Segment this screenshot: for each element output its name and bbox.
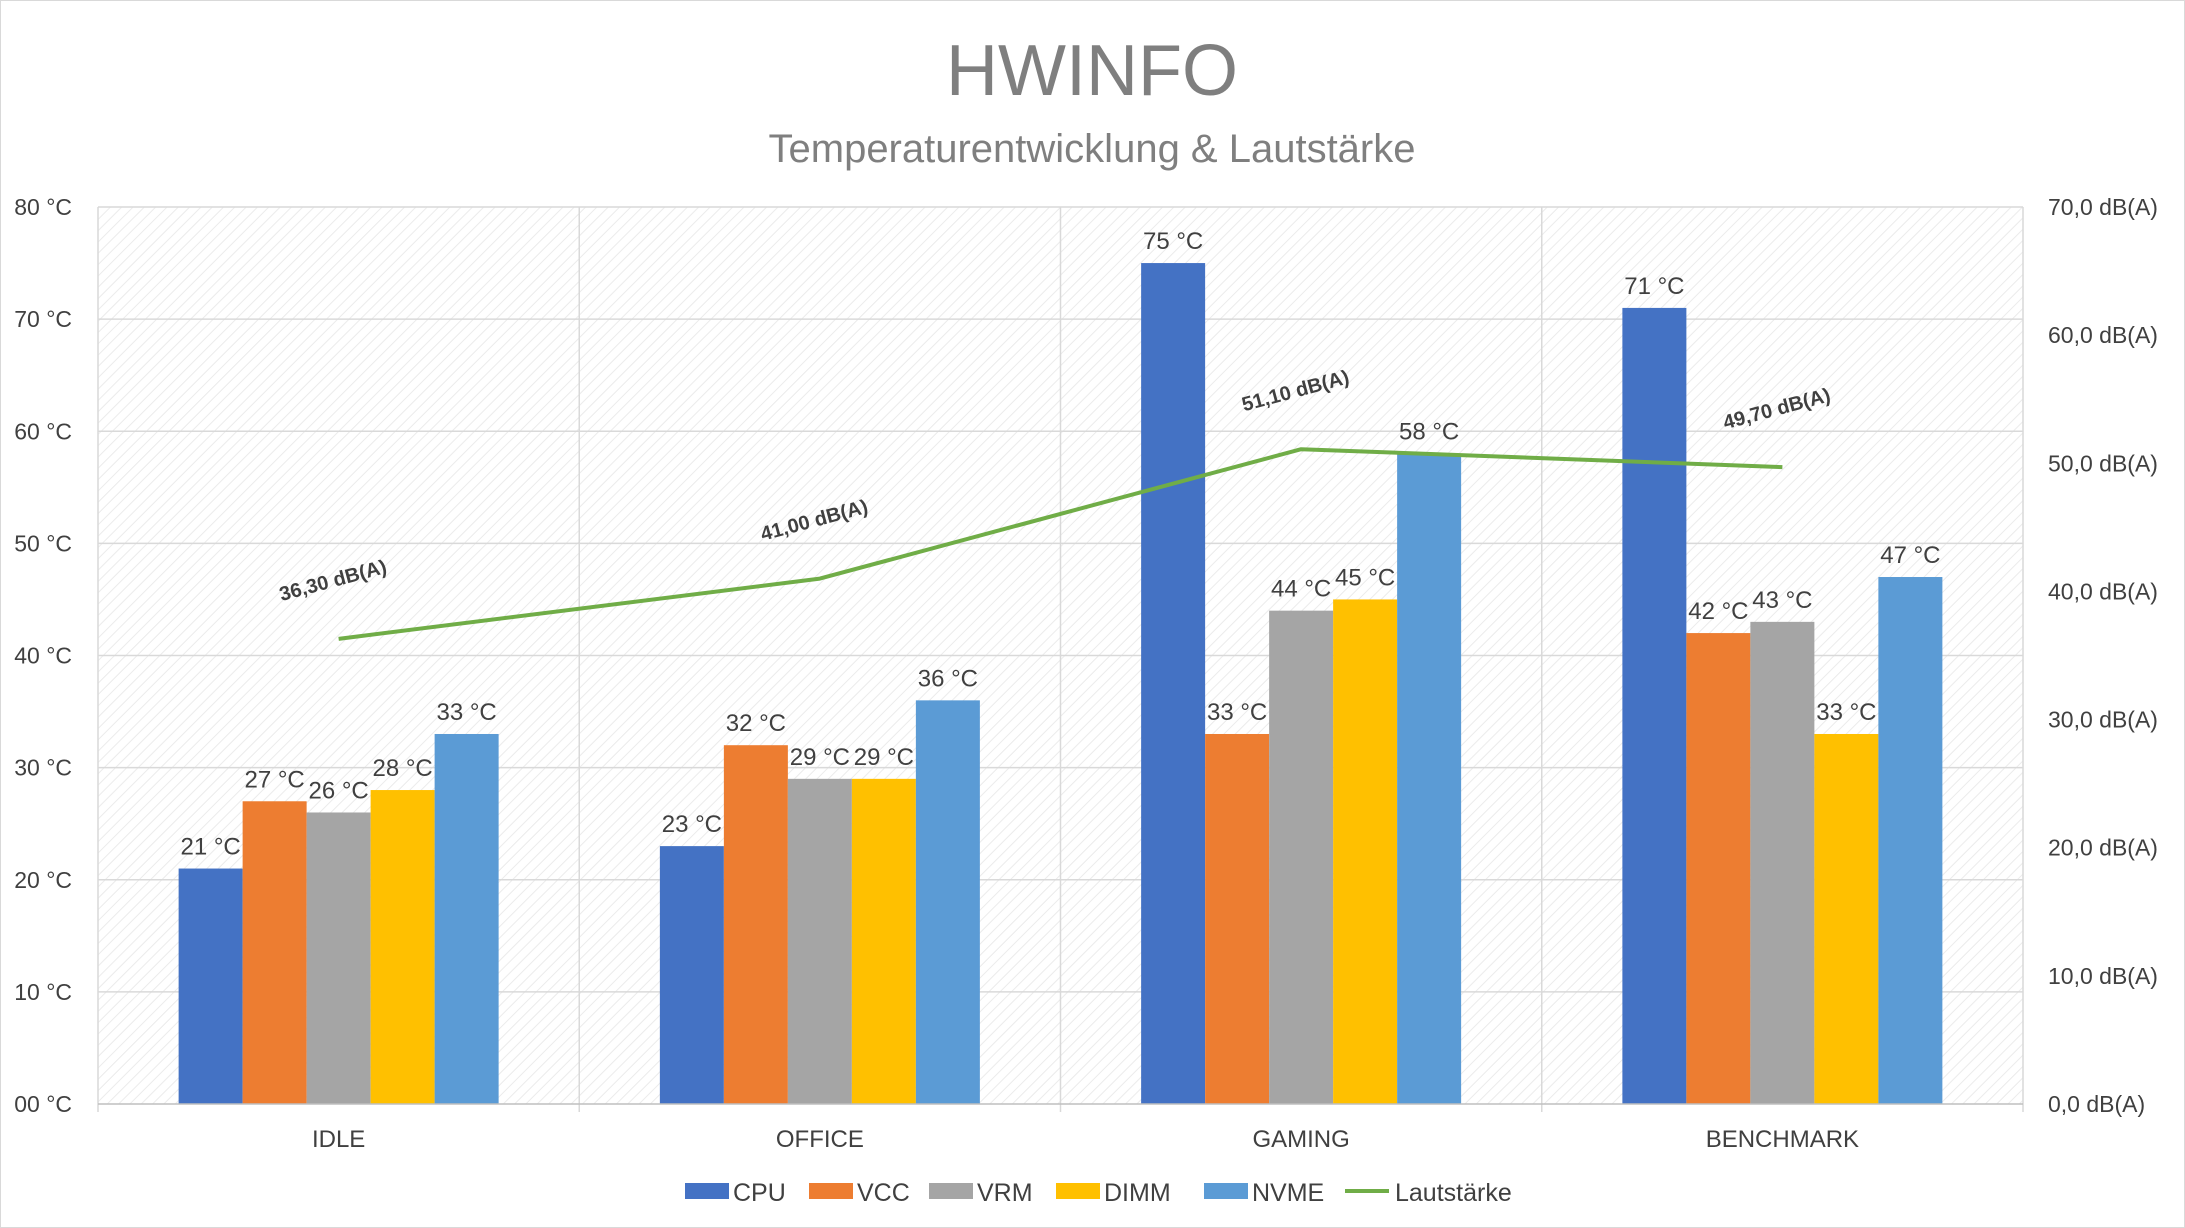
y-secondary-tick-label: 40,0 dB(A) bbox=[2048, 578, 2158, 604]
data-label-vrm: 43 °C bbox=[1752, 587, 1812, 614]
bar-vrm-benchmark bbox=[1750, 621, 1815, 1104]
bar-vrm-office bbox=[787, 778, 852, 1104]
y-secondary-tick-label: 70,0 dB(A) bbox=[2048, 194, 2158, 220]
y-secondary-tick-label: 0,0 dB(A) bbox=[2048, 1091, 2145, 1117]
bar-dimm-gaming bbox=[1333, 599, 1398, 1104]
bar-cpu-gaming bbox=[1141, 263, 1206, 1104]
legend-label: NVME bbox=[1252, 1179, 1324, 1207]
legend-label: CPU bbox=[733, 1179, 786, 1207]
line-lautstaerke bbox=[338, 447, 1783, 641]
bar-cpu-office bbox=[659, 846, 724, 1104]
legend-swatch-nvme bbox=[1204, 1183, 1248, 1199]
bar-dimm-benchmark bbox=[1814, 733, 1879, 1104]
y-primary-tick-label: 00 °C bbox=[14, 1091, 72, 1117]
data-label-nvme: 47 °C bbox=[1880, 542, 1940, 569]
bar-cpu-idle bbox=[178, 868, 243, 1104]
bar-nvme-office bbox=[915, 700, 980, 1104]
legend-swatch-cpu bbox=[685, 1183, 729, 1199]
data-label-cpu: 23 °C bbox=[662, 811, 722, 838]
data-label-dimm: 28 °C bbox=[372, 755, 432, 782]
data-label-vcc: 33 °C bbox=[1207, 699, 1267, 726]
y-primary-tick-label: 20 °C bbox=[14, 867, 72, 893]
data-label-nvme: 58 °C bbox=[1399, 419, 1459, 446]
bar-nvme-gaming bbox=[1397, 453, 1462, 1104]
legend-label: VCC bbox=[857, 1179, 910, 1207]
y-secondary-tick-label: 10,0 dB(A) bbox=[2048, 963, 2158, 989]
y-primary-tick-label: 60 °C bbox=[14, 418, 72, 444]
y-primary-tick-label: 40 °C bbox=[14, 643, 72, 669]
bar-dimm-office bbox=[851, 778, 916, 1104]
y-primary-tick-label: 80 °C bbox=[14, 194, 72, 220]
bar-cpu-benchmark bbox=[1622, 307, 1687, 1105]
data-label-vcc: 32 °C bbox=[726, 710, 786, 737]
x-category-label: OFFICE bbox=[776, 1126, 864, 1153]
data-label-cpu: 71 °C bbox=[1624, 273, 1684, 300]
legend-swatch-vrm bbox=[929, 1183, 973, 1199]
chart-subtitle: Temperaturentwicklung & Lautstärke bbox=[769, 127, 1416, 171]
bar-vcc-idle bbox=[242, 801, 307, 1104]
x-category-label: IDLE bbox=[312, 1126, 365, 1153]
legend-label: VRM bbox=[977, 1179, 1033, 1207]
data-label-dimm: 33 °C bbox=[1816, 699, 1876, 726]
chart-title: HWINFO bbox=[946, 31, 1238, 111]
data-label-dimm: 45 °C bbox=[1335, 564, 1395, 591]
y-secondary-tick-label: 60,0 dB(A) bbox=[2048, 322, 2158, 348]
x-category-label: BENCHMARK bbox=[1706, 1126, 1859, 1153]
y-primary-tick-label: 50 °C bbox=[14, 530, 72, 556]
data-label-vrm: 29 °C bbox=[790, 744, 850, 771]
data-label-nvme: 36 °C bbox=[918, 665, 978, 692]
y-primary-tick-label: 10 °C bbox=[14, 979, 72, 1005]
y-primary-tick-label: 70 °C bbox=[14, 306, 72, 332]
bar-vcc-gaming bbox=[1205, 733, 1270, 1104]
data-label-vrm: 26 °C bbox=[308, 777, 368, 804]
bar-dimm-idle bbox=[370, 790, 435, 1104]
data-label-vrm: 44 °C bbox=[1271, 576, 1331, 603]
legend-swatch-dimm bbox=[1056, 1183, 1100, 1199]
y-secondary-tick-label: 20,0 dB(A) bbox=[2048, 835, 2158, 861]
legend-swatch-vcc bbox=[809, 1183, 853, 1199]
bar-nvme-benchmark bbox=[1878, 577, 1943, 1104]
legend-label: Lautstärke bbox=[1395, 1179, 1512, 1207]
bar-vcc-office bbox=[723, 745, 788, 1104]
bar-vcc-benchmark bbox=[1686, 633, 1751, 1104]
bar-vrm-idle bbox=[306, 812, 371, 1104]
bar-vrm-gaming bbox=[1269, 610, 1334, 1104]
bar-nvme-idle bbox=[434, 733, 499, 1104]
data-label-vcc: 27 °C bbox=[244, 766, 304, 793]
data-label-vcc: 42 °C bbox=[1688, 598, 1748, 625]
legend-label: DIMM bbox=[1104, 1179, 1171, 1207]
y-primary-tick-label: 30 °C bbox=[14, 755, 72, 781]
data-label-nvme: 33 °C bbox=[436, 699, 496, 726]
data-label-dimm: 29 °C bbox=[854, 744, 914, 771]
y-secondary-tick-label: 30,0 dB(A) bbox=[2048, 707, 2158, 733]
x-category-label: GAMING bbox=[1252, 1126, 1349, 1153]
data-label-cpu: 21 °C bbox=[180, 834, 240, 861]
y-secondary-tick-label: 50,0 dB(A) bbox=[2048, 450, 2158, 476]
data-label-cpu: 75 °C bbox=[1143, 228, 1203, 255]
